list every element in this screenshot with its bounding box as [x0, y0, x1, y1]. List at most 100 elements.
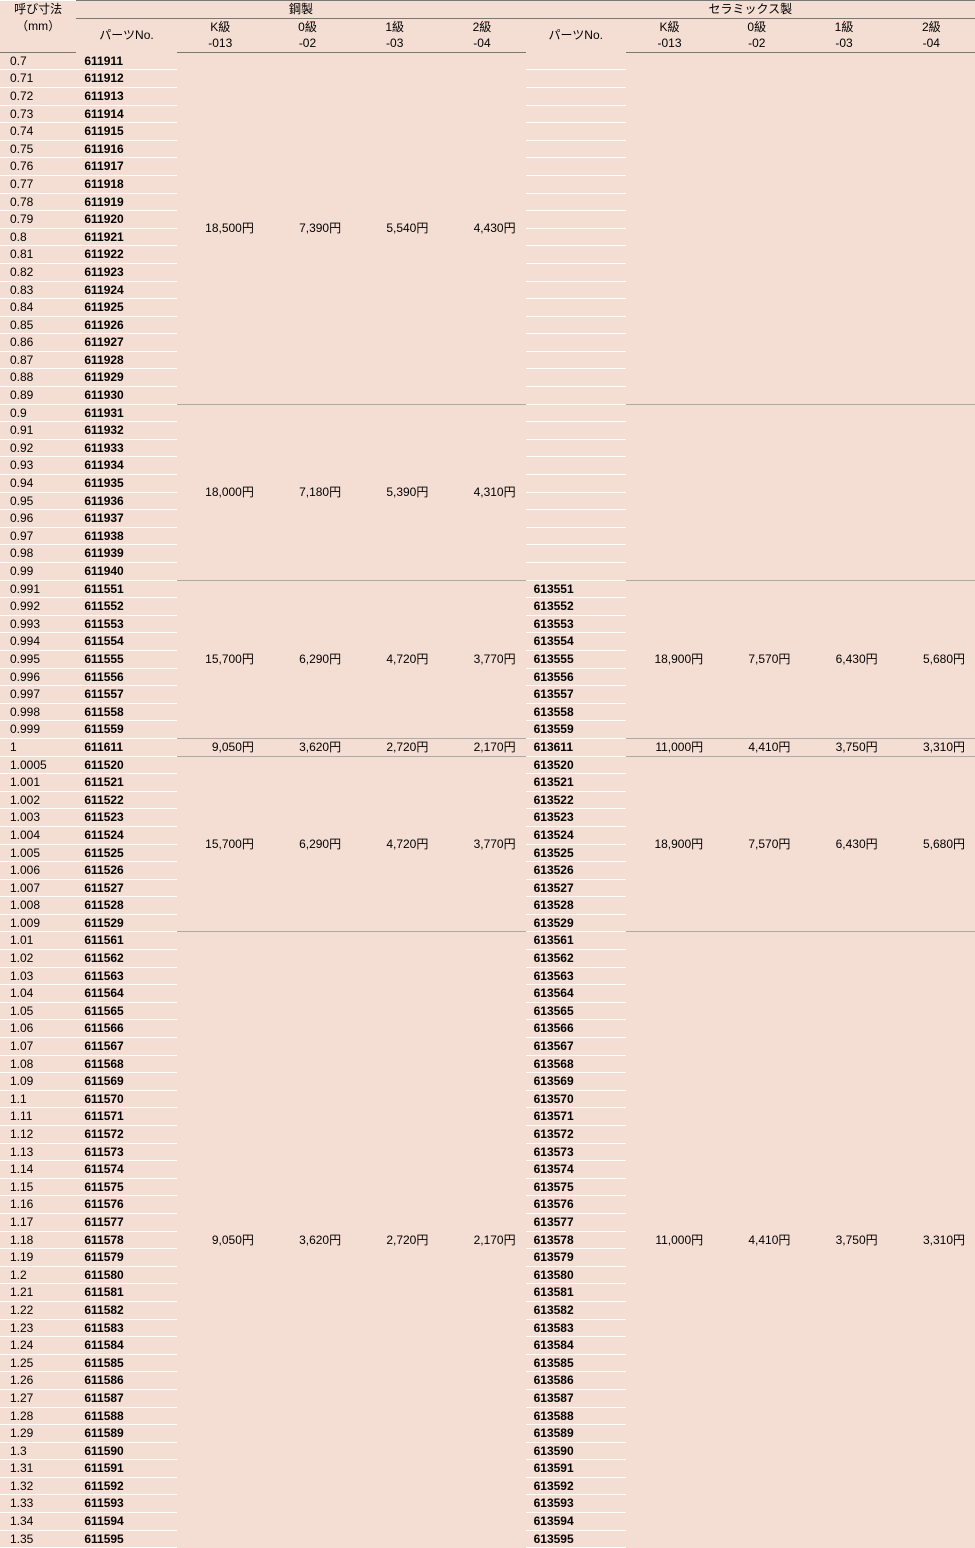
- cell-ceramic-partsno: [526, 158, 626, 176]
- cell-ceramic-partsno: 613521: [526, 774, 626, 792]
- cell-dimension: 0.89: [0, 387, 76, 405]
- cell-ceramic-partsno: 613563: [526, 967, 626, 985]
- cell-steel-partsno: 611590: [76, 1442, 176, 1460]
- cell-dimension: 0.993: [0, 615, 76, 633]
- cell-steel-partsno: 611940: [76, 563, 176, 581]
- cell-dimension: 1.25: [0, 1354, 76, 1372]
- cell-dimension: 1.19: [0, 1249, 76, 1267]
- cell-dimension: 1.008: [0, 897, 76, 915]
- cell-dimension: 1.003: [0, 809, 76, 827]
- cell-dimension: 1.007: [0, 879, 76, 897]
- header-steel-grade-2: 2級: [438, 18, 525, 35]
- cell-ceramic-partsno: 613578: [526, 1231, 626, 1249]
- cell-ceramic-price: [888, 52, 975, 404]
- cell-dimension: 1.2: [0, 1266, 76, 1284]
- cell-ceramic-partsno: [526, 140, 626, 158]
- cell-ceramic-partsno: 613611: [526, 738, 626, 756]
- cell-dimension: 1.1: [0, 1090, 76, 1108]
- cell-steel-price: 15,700円: [177, 580, 264, 738]
- cell-ceramic-partsno: [526, 527, 626, 545]
- cell-ceramic-price: 18,900円: [626, 580, 713, 738]
- cell-ceramic-partsno: 613567: [526, 1038, 626, 1056]
- cell-steel-partsno: 611562: [76, 950, 176, 968]
- header-ceramic-grade-1: 1級: [800, 18, 887, 35]
- cell-ceramic-partsno: 613569: [526, 1073, 626, 1091]
- cell-steel-partsno: 611522: [76, 791, 176, 809]
- cell-dimension: 0.92: [0, 439, 76, 457]
- cell-ceramic-partsno: 613566: [526, 1020, 626, 1038]
- cell-ceramic-price: 4,410円: [713, 932, 800, 1548]
- cell-steel-partsno: 611913: [76, 87, 176, 105]
- cell-ceramic-partsno: 613525: [526, 844, 626, 862]
- cell-ceramic-price: 4,410円: [713, 738, 800, 756]
- cell-dimension: 0.73: [0, 105, 76, 123]
- cell-dimension: 0.9: [0, 404, 76, 422]
- header-ceramic-group: セラミックス製: [526, 1, 975, 19]
- cell-dimension: 1.04: [0, 985, 76, 1003]
- cell-ceramic-partsno: 613528: [526, 897, 626, 915]
- cell-dimension: 0.71: [0, 70, 76, 88]
- cell-ceramic-partsno: [526, 334, 626, 352]
- cell-dimension: 1.15: [0, 1178, 76, 1196]
- cell-steel-price: 4,720円: [351, 756, 438, 932]
- cell-ceramic-partsno: 613577: [526, 1213, 626, 1231]
- cell-ceramic-partsno: 613580: [526, 1266, 626, 1284]
- cell-ceramic-partsno: [526, 387, 626, 405]
- cell-ceramic-partsno: [526, 263, 626, 281]
- cell-ceramic-partsno: 613574: [526, 1161, 626, 1179]
- cell-dimension: 0.991: [0, 580, 76, 598]
- cell-ceramic-partsno: 613524: [526, 826, 626, 844]
- header-steel-suffix-2: -04: [438, 35, 525, 52]
- cell-dimension: 1.08: [0, 1055, 76, 1073]
- cell-ceramic-partsno: [526, 175, 626, 193]
- cell-dimension: 1.02: [0, 950, 76, 968]
- cell-ceramic-partsno: [526, 563, 626, 581]
- cell-steel-partsno: 611588: [76, 1407, 176, 1425]
- cell-steel-partsno: 611922: [76, 246, 176, 264]
- table-row: 1.016115619,050円3,620円2,720円2,170円613561…: [0, 932, 975, 950]
- cell-dimension: 0.84: [0, 299, 76, 317]
- header-steel-suffix-0: -02: [264, 35, 351, 52]
- cell-ceramic-partsno: [526, 211, 626, 229]
- cell-steel-price: 4,310円: [438, 404, 525, 580]
- cell-dimension: 1.35: [0, 1530, 76, 1548]
- cell-ceramic-partsno: [526, 105, 626, 123]
- cell-dimension: 1.12: [0, 1126, 76, 1144]
- header-dimension-unit: （mm）: [0, 18, 76, 35]
- header-steel-suffix-k: -013: [177, 35, 264, 52]
- cell-steel-partsno: 611558: [76, 703, 176, 721]
- cell-dimension: 0.95: [0, 492, 76, 510]
- cell-ceramic-partsno: [526, 351, 626, 369]
- cell-steel-partsno: 611934: [76, 457, 176, 475]
- cell-steel-partsno: 611561: [76, 932, 176, 950]
- cell-steel-price: 7,180円: [264, 404, 351, 580]
- cell-steel-partsno: 611926: [76, 316, 176, 334]
- cell-ceramic-partsno: 613588: [526, 1407, 626, 1425]
- cell-dimension: 0.997: [0, 686, 76, 704]
- cell-ceramic-partsno: 613526: [526, 862, 626, 880]
- cell-ceramic-price: 3,310円: [888, 932, 975, 1548]
- cell-ceramic-partsno: [526, 404, 626, 422]
- cell-dimension: 0.99: [0, 563, 76, 581]
- cell-dimension: 0.87: [0, 351, 76, 369]
- cell-dimension: 0.86: [0, 334, 76, 352]
- cell-ceramic-partsno: 613571: [526, 1108, 626, 1126]
- cell-dimension: 1.11: [0, 1108, 76, 1126]
- cell-steel-partsno: 611924: [76, 281, 176, 299]
- cell-steel-partsno: 611935: [76, 475, 176, 493]
- cell-steel-price: 15,700円: [177, 756, 264, 932]
- cell-steel-partsno: 611917: [76, 158, 176, 176]
- cell-dimension: 0.77: [0, 175, 76, 193]
- cell-ceramic-partsno: 613554: [526, 633, 626, 651]
- cell-steel-partsno: 611559: [76, 721, 176, 739]
- header-blank: [0, 35, 76, 52]
- header-ceramic-suffix-1: -03: [800, 35, 887, 52]
- cell-ceramic-partsno: [526, 545, 626, 563]
- cell-dimension: 1.28: [0, 1407, 76, 1425]
- cell-dimension: 0.81: [0, 246, 76, 264]
- cell-dimension: 1.005: [0, 844, 76, 862]
- cell-dimension: 1.33: [0, 1495, 76, 1513]
- cell-dimension: 1.001: [0, 774, 76, 792]
- cell-dimension: 1.24: [0, 1337, 76, 1355]
- cell-steel-partsno: 611925: [76, 299, 176, 317]
